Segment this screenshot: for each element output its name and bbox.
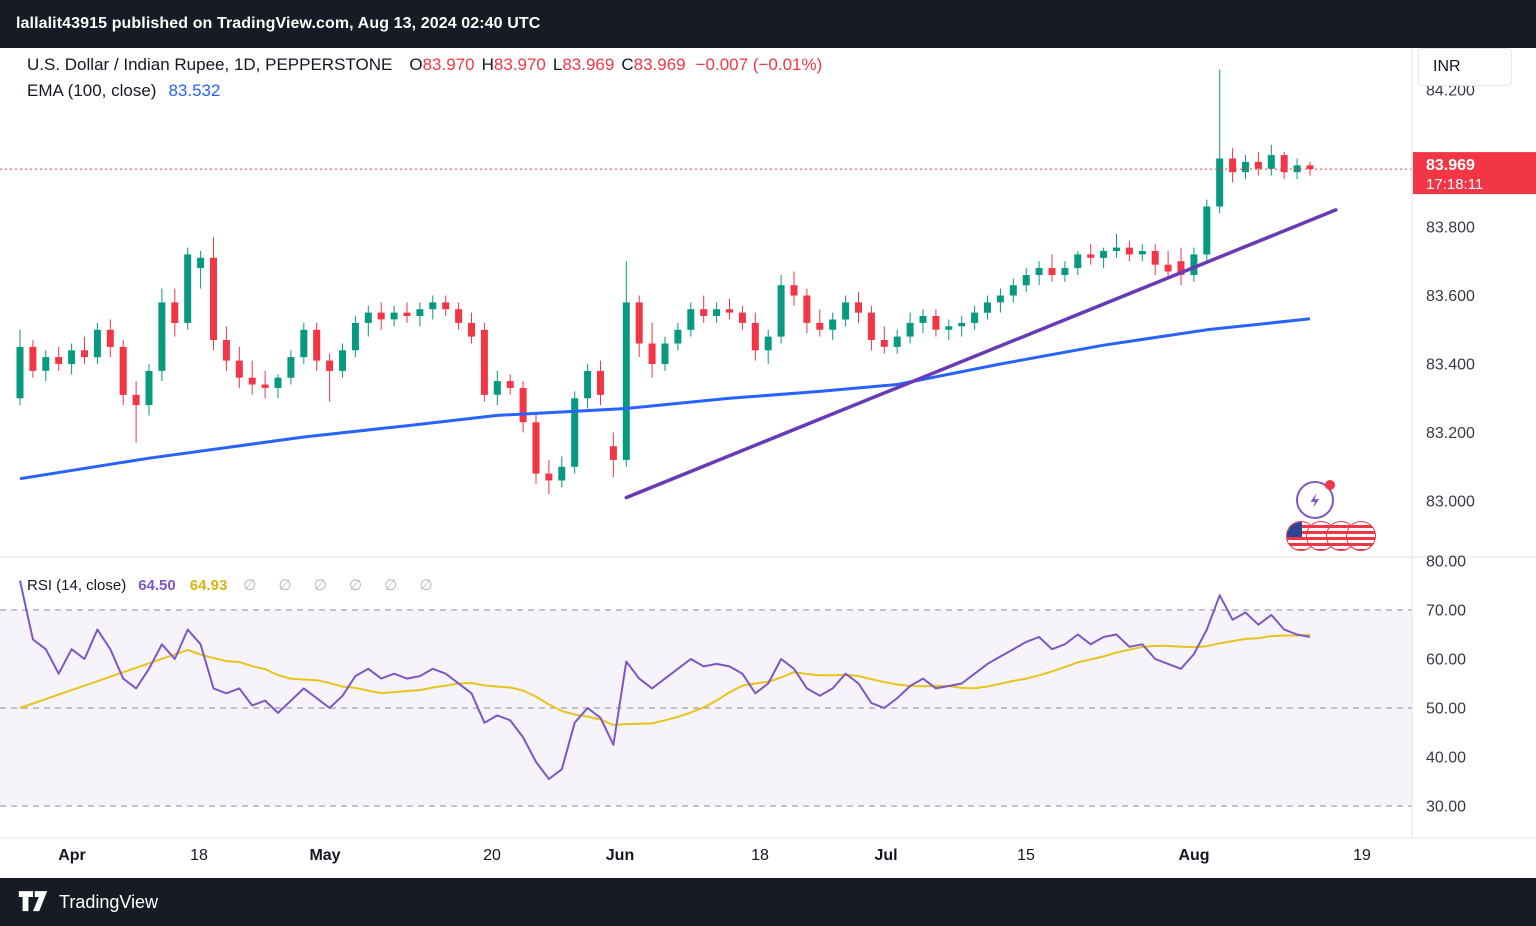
high-label: H [481,55,494,74]
svg-text:83.969: 83.969 [1426,157,1475,174]
svg-text:83.600: 83.600 [1426,288,1475,305]
tradingview-wordmark[interactable]: TradingView [59,891,159,912]
tradingview-logo-icon[interactable] [18,890,48,914]
rsi-label: RSI (14, close) [27,577,127,594]
rsi-hidden-values: ∅ ∅ ∅ ∅ ∅ ∅ [243,577,442,594]
publish-info-text: lallalit43915 published on TradingView.c… [16,15,541,32]
currency-label: INR [1433,58,1461,75]
price-badge[interactable]: 83.969 17:18:11 [1413,152,1536,195]
change-value: −0.007 (−0.01%) [695,55,823,74]
svg-text:18: 18 [190,847,208,864]
rsi-legend[interactable]: RSI (14, close) 64.50 64.93 ∅ ∅ ∅ ∅ ∅ ∅ [27,576,442,594]
svg-text:83.400: 83.400 [1426,357,1475,374]
rsi-line [19,580,1311,780]
svg-text:70.00: 70.00 [1426,603,1466,620]
publish-info-bar: lallalit43915 published on TradingView.c… [0,0,1536,48]
ema-legend[interactable]: EMA (100, close) 83.532 [27,81,220,101]
chart-canvas[interactable]: 84.200 83.800 83.600 83.400 83.200 83.000 80.0… [0,48,1536,878]
svg-text:83.800: 83.800 [1426,220,1475,237]
svg-text:84.200: 84.200 [1426,83,1475,100]
rsi-ma-value: 64.93 [189,577,228,594]
flag-avatar[interactable] [1346,521,1376,551]
svg-text:60.00: 60.00 [1426,652,1466,669]
flag-avatars[interactable] [1286,521,1376,551]
symbol-title: U.S. Dollar / Indian Rupee, 1D, PEPPERST… [27,55,393,74]
rsi-ma-line [19,633,1311,726]
svg-text:Jul: Jul [874,847,897,864]
rsi-band [0,609,1412,807]
svg-text:Aug: Aug [1178,847,1209,864]
price-axis[interactable]: 84.200 83.800 83.600 83.400 83.200 83.000 80.0… [1426,83,1475,816]
time-axis[interactable]: Apr 18 May 20 Jun 18 Jul 15 Aug 19 [58,847,1371,864]
svg-text:17:18:11: 17:18:11 [1426,176,1483,193]
chart-region: 84.200 83.800 83.600 83.400 83.200 83.000 80.0… [0,48,1536,878]
svg-text:30.00: 30.00 [1426,799,1466,816]
svg-text:May: May [309,847,340,864]
rsi-value: 64.50 [138,577,176,594]
svg-text:18: 18 [751,847,769,864]
symbol-legend[interactable]: U.S. Dollar / Indian Rupee, 1D, PEPPERST… [27,55,822,75]
ema-value: 83.532 [168,81,221,100]
boost-button[interactable] [1296,480,1335,519]
ema-line[interactable] [19,317,1311,481]
notification-dot [1325,480,1335,490]
footer-bar: TradingView [0,878,1536,926]
svg-text:20: 20 [483,847,501,864]
low-value: 83.969 [562,55,615,74]
svg-text:50.00: 50.00 [1426,701,1466,718]
pane-separators[interactable] [0,48,1536,839]
low-label: L [552,55,563,74]
lightning-icon [1310,492,1319,508]
svg-text:15: 15 [1017,847,1035,864]
ema-label: EMA (100, close) [27,81,157,100]
svg-text:Apr: Apr [58,847,86,864]
svg-text:83.000: 83.000 [1426,494,1475,511]
close-value: 83.969 [633,55,686,74]
svg-text:Jun: Jun [606,847,634,864]
close-label: C [621,55,634,74]
currency-label-box[interactable]: INR [1418,48,1512,86]
trend-line[interactable] [624,208,1338,500]
open-value: 83.970 [422,55,475,74]
svg-text:40.00: 40.00 [1426,750,1466,767]
svg-text:80.00: 80.00 [1426,554,1466,571]
svg-text:19: 19 [1353,847,1371,864]
svg-text:83.200: 83.200 [1426,425,1475,442]
open-label: O [409,55,423,74]
high-value: 83.970 [493,55,546,74]
candles[interactable] [16,69,1314,495]
